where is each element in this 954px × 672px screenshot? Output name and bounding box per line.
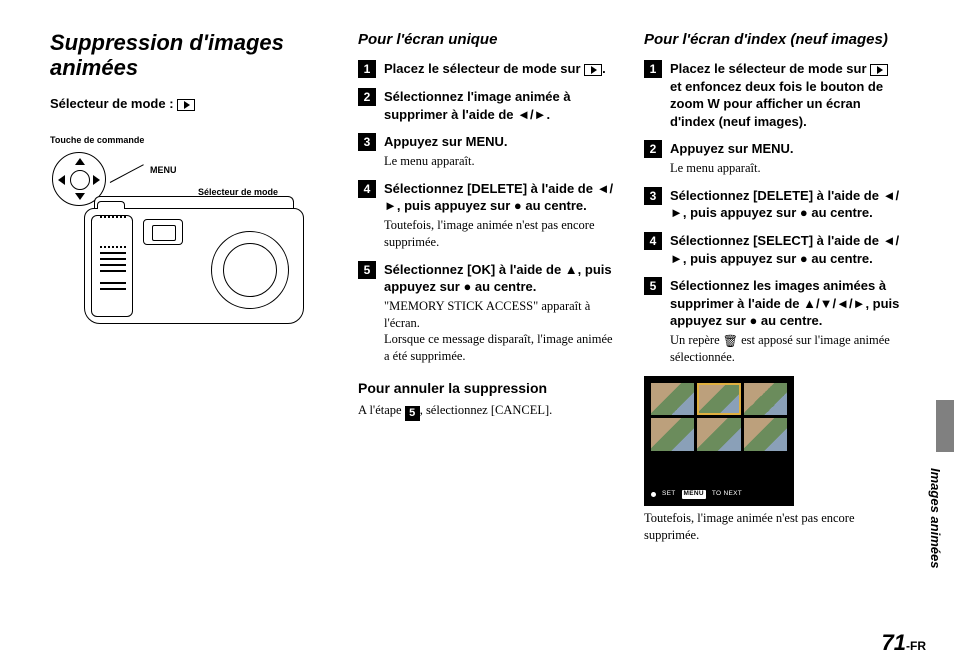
step-desc: Le menu apparaît.	[384, 153, 616, 170]
page-number-value: 71	[882, 630, 906, 655]
step-5: 5 Sélectionnez [OK] à l'aide de ▲, puis …	[358, 261, 616, 366]
mode-selector-line: Sélecteur de mode :	[50, 95, 330, 113]
cancel-text: A l'étape	[358, 403, 405, 417]
step-number-icon: 5	[358, 261, 376, 279]
index-cell-empty	[744, 454, 787, 486]
camera-viewfinder	[143, 219, 183, 245]
menu-chip: MENU	[682, 490, 706, 499]
index-cell	[744, 418, 787, 450]
step-number-icon: 1	[644, 60, 662, 78]
step-3: 3 Sélectionnez [DELETE] à l'aide de ◄/►,…	[644, 187, 902, 222]
step-head: Appuyez sur MENU.	[670, 140, 902, 158]
step-number-inline-icon: 5	[405, 406, 420, 421]
page-number: 71-FR	[882, 628, 926, 658]
step-head: Sélectionnez [OK] à l'aide de ▲, puis ap…	[384, 261, 616, 296]
dot-icon	[651, 492, 656, 497]
step-head: Appuyez sur MENU.	[384, 133, 616, 151]
step-1: 1 Placez le sélecteur de mode sur et enf…	[644, 60, 902, 130]
step-head: Placez le sélecteur de mode sur et enfon…	[670, 60, 902, 130]
step-text: Un repère	[670, 333, 723, 347]
step-text: et enfoncez deux fois le bouton de zoom …	[670, 79, 883, 129]
step-number-icon: 3	[644, 187, 662, 205]
side-section-label: Images animées	[926, 468, 944, 568]
step-4: 4 Sélectionnez [DELETE] à l'aide de ◄/►,…	[358, 180, 616, 251]
play-icon	[870, 64, 888, 76]
cancel-text: , sélectionnez [CANCEL].	[420, 403, 553, 417]
step-head: Sélectionnez [DELETE] à l'aide de ◄/►, p…	[384, 180, 616, 215]
step-5: 5 Sélectionnez les images animées à supp…	[644, 277, 902, 366]
step-1: 1 Placez le sélecteur de mode sur .	[358, 60, 616, 78]
cancel-subhead: Pour annuler la suppression	[358, 379, 616, 398]
camera-flash	[97, 201, 125, 209]
column-right: Pour l'écran d'index (neuf images) 1 Pla…	[644, 30, 902, 544]
step-text: Placez le sélecteur de mode sur	[384, 61, 584, 76]
index-cell-empty	[697, 454, 740, 486]
camera-grip	[91, 215, 133, 317]
camera-body	[84, 208, 304, 324]
step-desc: "MEMORY STICK ACCESS" apparaît à l'écran…	[384, 298, 616, 366]
step-number-icon: 5	[644, 277, 662, 295]
step-head: Sélectionnez [SELECT] à l'aide de ◄/►, p…	[670, 232, 902, 267]
step-head: Sélectionnez les images animées à suppri…	[670, 277, 902, 330]
label-menu: MENU	[150, 164, 177, 176]
step-number-icon: 3	[358, 133, 376, 151]
step-number-icon: 4	[358, 180, 376, 198]
step-4: 4 Sélectionnez [SELECT] à l'aide de ◄/►,…	[644, 232, 902, 267]
cancel-line: A l'étape 5, sélectionnez [CANCEL].	[358, 402, 616, 421]
mode-selector-label: Sélecteur de mode :	[50, 96, 174, 111]
step-head: Placez le sélecteur de mode sur .	[384, 60, 616, 78]
step-2: 2 Sélectionnez l'image animée à supprime…	[358, 88, 616, 123]
step-head: Sélectionnez l'image animée à supprimer …	[384, 88, 616, 123]
play-icon	[584, 64, 602, 76]
next-label: TO NEXT	[712, 490, 742, 499]
play-icon	[177, 99, 195, 111]
step-text: Placez le sélecteur de mode sur	[670, 61, 870, 76]
index-bottom-bar: SET MENU TO NEXT	[651, 490, 787, 499]
index-cell-selected	[697, 383, 740, 415]
step-desc: Toutefois, l'image animée n'est pas enco…	[384, 217, 616, 251]
page-columns: Suppression d'images animées Sélecteur d…	[50, 30, 914, 544]
index-caption: Toutefois, l'image animée n'est pas enco…	[644, 510, 902, 544]
index-cell	[651, 383, 694, 415]
camera-diagram: Touche de commande MENU Sélecteur de mod…	[50, 130, 320, 330]
column-middle: Pour l'écran unique 1 Placez le sélecteu…	[358, 30, 616, 544]
section-heading-index: Pour l'écran d'index (neuf images)	[644, 30, 902, 50]
index-cell	[651, 418, 694, 450]
step-2: 2 Appuyez sur MENU. Le menu apparaît.	[644, 140, 902, 176]
step-number-icon: 2	[644, 140, 662, 158]
step-number-icon: 2	[358, 88, 376, 106]
step-head: Sélectionnez [DELETE] à l'aide de ◄/►, p…	[670, 187, 902, 222]
step-desc: Le menu apparaît.	[670, 160, 902, 177]
column-left: Suppression d'images animées Sélecteur d…	[50, 30, 330, 544]
page-title: Suppression d'images animées	[50, 30, 330, 81]
step-number-icon: 1	[358, 60, 376, 78]
set-label: SET	[662, 490, 676, 499]
index-screen-preview: SET MENU TO NEXT	[644, 376, 794, 506]
step-number-icon: 4	[644, 232, 662, 250]
index-cell	[744, 383, 787, 415]
label-touche: Touche de commande	[50, 134, 144, 146]
page-number-suffix: -FR	[906, 639, 926, 653]
step-desc: Un repère 🗑 est apposé sur l'image animé…	[670, 332, 902, 366]
step-text: .	[602, 61, 606, 76]
index-grid	[651, 383, 787, 486]
leader-line	[110, 164, 144, 183]
index-cell	[697, 418, 740, 450]
side-tab	[936, 400, 954, 452]
section-heading-single: Pour l'écran unique	[358, 30, 616, 50]
step-3: 3 Appuyez sur MENU. Le menu apparaît.	[358, 133, 616, 169]
index-cell-empty	[651, 454, 694, 486]
trash-icon: 🗑	[723, 333, 738, 349]
